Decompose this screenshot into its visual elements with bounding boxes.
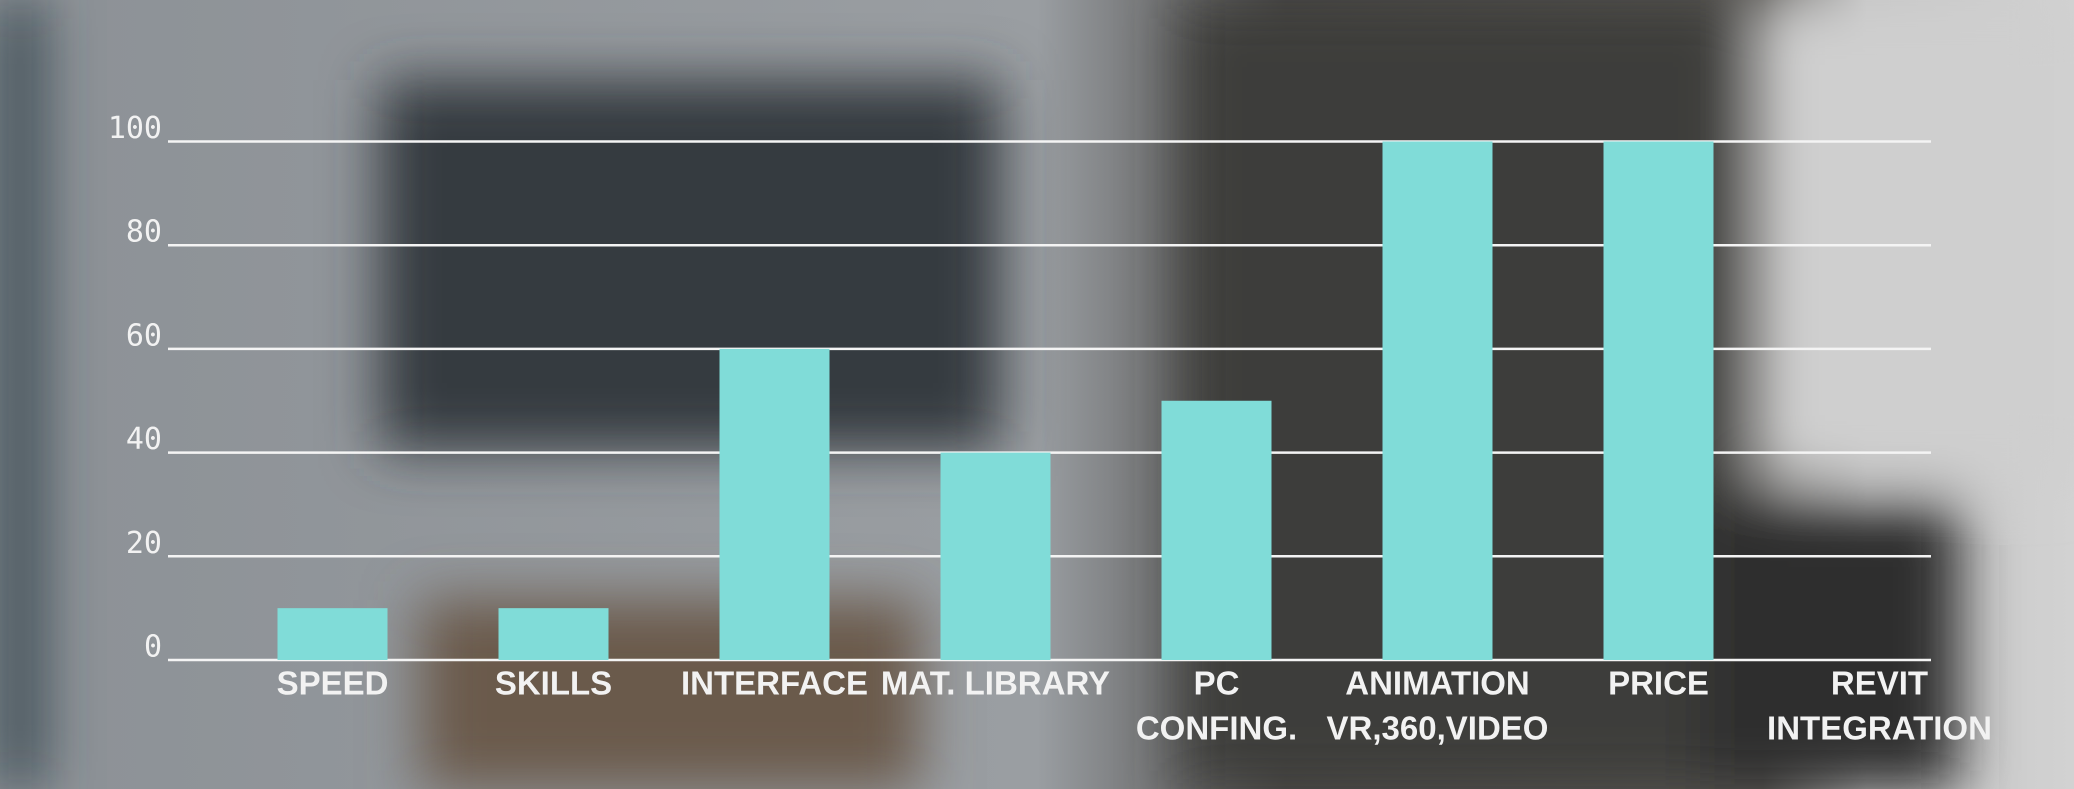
y-tick-label: 100	[108, 111, 162, 146]
bar	[1382, 141, 1493, 660]
x-tick-label: REVIT	[1831, 665, 1928, 702]
x-tick-label: CONFING.	[1136, 710, 1297, 747]
bar	[1161, 400, 1272, 660]
x-tick-label: SPEED	[277, 665, 389, 702]
bar	[1603, 141, 1714, 660]
bar	[940, 452, 1051, 660]
y-tick-label: 60	[126, 318, 162, 353]
x-tick-label: INTERFACE	[681, 665, 868, 702]
bar	[277, 608, 388, 660]
x-tick-label: VR,360,VIDEO	[1327, 710, 1549, 747]
y-tick-label: 80	[126, 215, 162, 250]
bar	[719, 348, 830, 660]
x-tick-label: PC	[1194, 665, 1240, 702]
y-tick-label: 20	[126, 526, 162, 561]
x-tick-label: SKILLS	[495, 665, 612, 702]
x-tick-label: ANIMATION	[1345, 665, 1530, 702]
x-tick-label: INTEGRATION	[1767, 710, 1992, 747]
x-tick-label: PRICE	[1608, 665, 1709, 702]
bar	[498, 608, 609, 660]
x-tick-label: MAT. LIBRARY	[881, 665, 1110, 702]
y-tick-label: 0	[144, 630, 162, 665]
y-tick-label: 40	[126, 422, 162, 457]
